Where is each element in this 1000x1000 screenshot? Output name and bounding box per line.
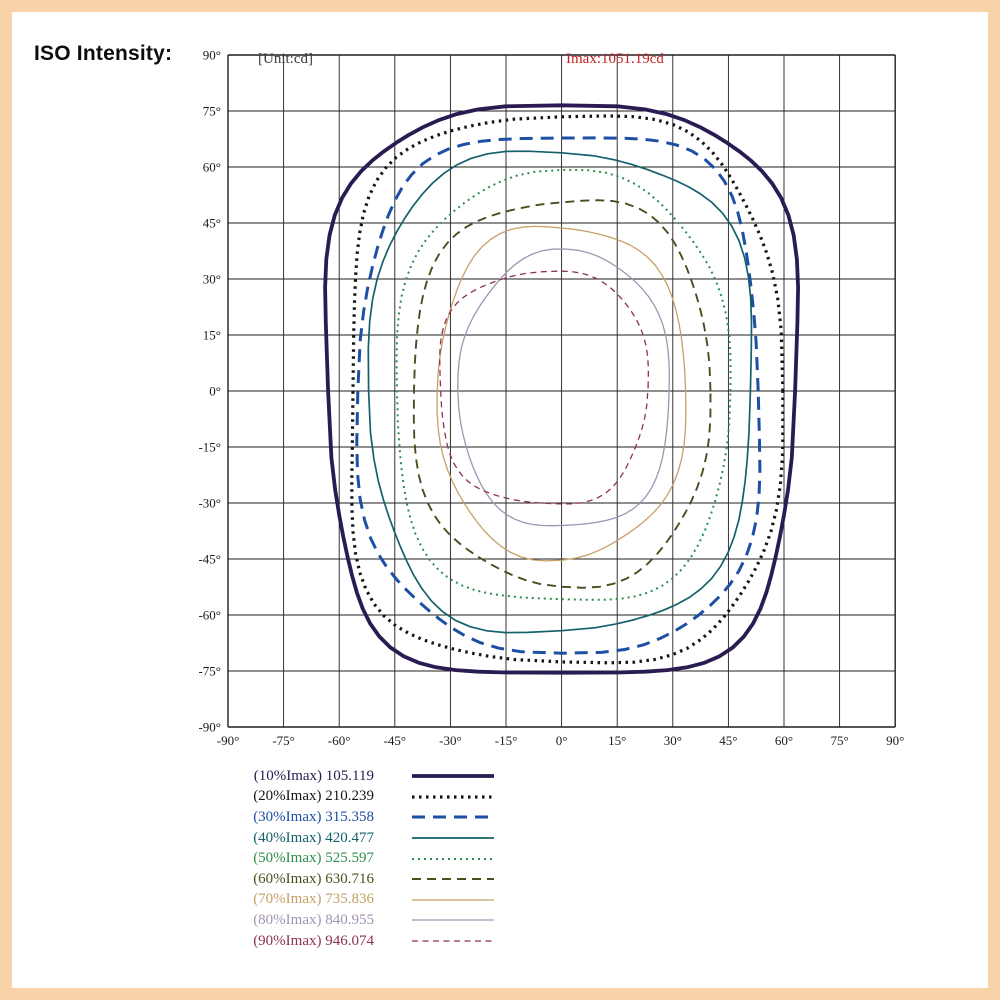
x-tick-label: -60° <box>328 733 351 748</box>
x-tick-label: 15° <box>608 733 626 748</box>
page-title: ISO Intensity: <box>34 42 173 65</box>
imax-label: Imax:1051.19cd <box>566 51 664 67</box>
y-tick-label: -15° <box>198 440 221 455</box>
x-tick-label: -15° <box>495 733 518 748</box>
legend-row: (40%Imax) 420.477 <box>186 828 496 849</box>
legend-line-sample <box>412 815 494 819</box>
legend-row: (20%Imax) 210.239 <box>186 787 496 808</box>
y-tick-label: 15° <box>203 328 221 343</box>
legend-line-sample <box>412 940 494 942</box>
legend-label: (40%Imax) 420.477 <box>253 829 374 846</box>
x-tick-label: 90° <box>886 733 904 748</box>
y-tick-label: 30° <box>203 272 221 287</box>
contour-10pct <box>323 103 800 675</box>
legend-line-sample <box>412 795 494 799</box>
x-tick-label: 30° <box>664 733 682 748</box>
contour-80pct <box>457 248 670 527</box>
legend-label: (80%Imax) 840.955 <box>253 911 374 928</box>
y-tick-label: -90° <box>198 720 221 735</box>
legend-label: (50%Imax) 525.597 <box>253 850 374 867</box>
y-tick-label: 75° <box>203 104 221 119</box>
legend-row: (90%Imax) 946.074 <box>186 931 496 952</box>
legend-row: (10%Imax) 105.119 <box>186 766 496 787</box>
iso-intensity-chart: -90° -75° -60° -45° -30° -15° 0° 15° 30° 45° 60° 75… <box>198 48 904 749</box>
legend-label: (30%Imax) 315.358 <box>253 808 374 825</box>
contour-40pct <box>367 150 753 634</box>
legend-label: (70%Imax) 735.836 <box>253 891 374 908</box>
chart-panel <box>12 12 988 988</box>
x-tick-label: -75° <box>272 733 295 748</box>
legend-row: (80%Imax) 840.955 <box>186 910 496 931</box>
y-tick-label: 45° <box>203 216 221 231</box>
legend-line-sample <box>412 878 494 881</box>
legend-row: (50%Imax) 525.597 <box>186 848 496 869</box>
x-tick-label: 75° <box>830 733 848 748</box>
legend-line-sample <box>412 857 494 860</box>
y-tick-label: 0° <box>209 384 221 399</box>
x-tick-label: -90° <box>217 733 240 748</box>
legend-label: (90%Imax) 946.074 <box>253 932 374 949</box>
y-tick-label: -60° <box>198 608 221 623</box>
y-tick-label: 90° <box>203 48 221 63</box>
contour-30pct <box>355 136 762 655</box>
legend-label: (10%Imax) 105.119 <box>253 767 374 784</box>
x-tick-label: -30° <box>439 733 462 748</box>
y-tick-label: -75° <box>198 664 221 679</box>
legend-label: (60%Imax) 630.716 <box>253 870 374 887</box>
x-tick-label: 0° <box>556 733 568 748</box>
legend-line-sample <box>412 919 494 922</box>
y-tick-label: 60° <box>203 160 221 175</box>
contour-70pct <box>436 225 687 562</box>
legend-label: (20%Imax) 210.239 <box>253 788 374 805</box>
contour-50pct <box>395 168 732 601</box>
y-tick-label: -30° <box>198 496 221 511</box>
unit-label: [Unit:cd] <box>258 51 313 67</box>
x-tick-label: 45° <box>719 733 737 748</box>
y-tick-label: -45° <box>198 552 221 567</box>
chart-legend: (10%Imax) 105.119 (20%Imax) 210.239 (30%Im… <box>186 766 496 951</box>
contour-90pct <box>439 270 650 505</box>
legend-row: (30%Imax) 315.358 <box>186 807 496 828</box>
x-tick-label: -45° <box>384 733 407 748</box>
legend-row: (60%Imax) 630.716 <box>186 869 496 890</box>
legend-line-sample <box>412 837 494 839</box>
contour-60pct <box>412 199 712 589</box>
legend-row: (70%Imax) 735.836 <box>186 890 496 911</box>
legend-line-sample <box>412 899 494 901</box>
legend-line-sample <box>412 774 494 779</box>
x-tick-label: 60° <box>775 733 793 748</box>
